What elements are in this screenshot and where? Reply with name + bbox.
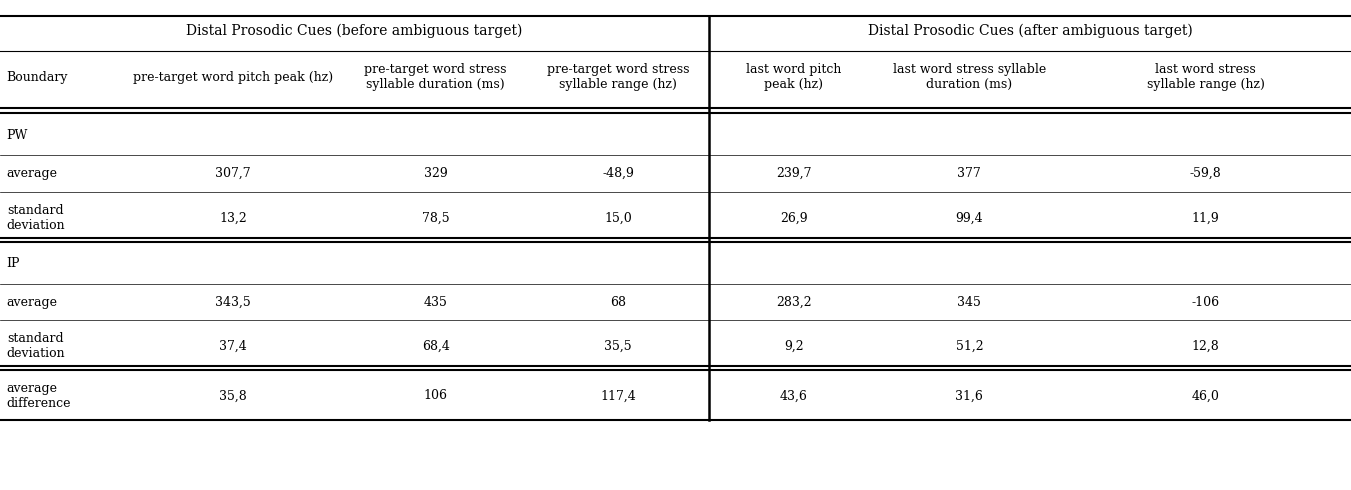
- Text: 377: 377: [958, 167, 981, 180]
- Text: 9,2: 9,2: [784, 340, 804, 353]
- Text: 37,4: 37,4: [219, 340, 247, 353]
- Text: 13,2: 13,2: [219, 211, 247, 224]
- Text: 99,4: 99,4: [955, 211, 984, 224]
- Text: 345: 345: [958, 295, 981, 309]
- Text: 68: 68: [611, 295, 626, 309]
- Text: 68,4: 68,4: [422, 340, 450, 353]
- Text: Boundary: Boundary: [7, 71, 69, 84]
- Text: 31,6: 31,6: [955, 390, 984, 402]
- Text: pre-target word stress
syllable range (hz): pre-target word stress syllable range (h…: [547, 63, 689, 92]
- Text: 43,6: 43,6: [780, 390, 808, 402]
- Text: average: average: [7, 295, 58, 309]
- Text: -48,9: -48,9: [603, 167, 634, 180]
- Text: 35,5: 35,5: [604, 340, 632, 353]
- Text: standard
deviation: standard deviation: [7, 332, 65, 360]
- Text: 329: 329: [424, 167, 447, 180]
- Text: Distal Prosodic Cues (before ambiguous target): Distal Prosodic Cues (before ambiguous t…: [186, 23, 523, 38]
- Text: 343,5: 343,5: [215, 295, 251, 309]
- Text: -106: -106: [1192, 295, 1220, 309]
- Text: 307,7: 307,7: [215, 167, 251, 180]
- Text: last word pitch
peak (hz): last word pitch peak (hz): [746, 63, 842, 92]
- Text: IP: IP: [7, 257, 20, 270]
- Text: 239,7: 239,7: [775, 167, 812, 180]
- Text: Distal Prosodic Cues (after ambiguous target): Distal Prosodic Cues (after ambiguous ta…: [867, 23, 1193, 38]
- Text: 435: 435: [424, 295, 447, 309]
- Text: 46,0: 46,0: [1192, 390, 1220, 402]
- Text: 51,2: 51,2: [955, 340, 984, 353]
- Text: 106: 106: [424, 390, 447, 402]
- Text: PW: PW: [7, 129, 28, 142]
- Text: last word stress
syllable range (hz): last word stress syllable range (hz): [1147, 63, 1265, 92]
- Text: -59,8: -59,8: [1190, 167, 1221, 180]
- Text: pre-target word stress
syllable duration (ms): pre-target word stress syllable duration…: [365, 63, 507, 92]
- Text: last word stress syllable
duration (ms): last word stress syllable duration (ms): [893, 63, 1046, 92]
- Text: 26,9: 26,9: [780, 211, 808, 224]
- Text: pre-target word pitch peak (hz): pre-target word pitch peak (hz): [132, 71, 334, 84]
- Text: 78,5: 78,5: [422, 211, 450, 224]
- Text: 283,2: 283,2: [775, 295, 812, 309]
- Text: standard
deviation: standard deviation: [7, 204, 65, 232]
- Text: 15,0: 15,0: [604, 211, 632, 224]
- Text: average
difference: average difference: [7, 382, 72, 410]
- Text: 117,4: 117,4: [600, 390, 636, 402]
- Text: 35,8: 35,8: [219, 390, 247, 402]
- Text: 12,8: 12,8: [1192, 340, 1220, 353]
- Text: 11,9: 11,9: [1192, 211, 1220, 224]
- Text: average: average: [7, 167, 58, 180]
